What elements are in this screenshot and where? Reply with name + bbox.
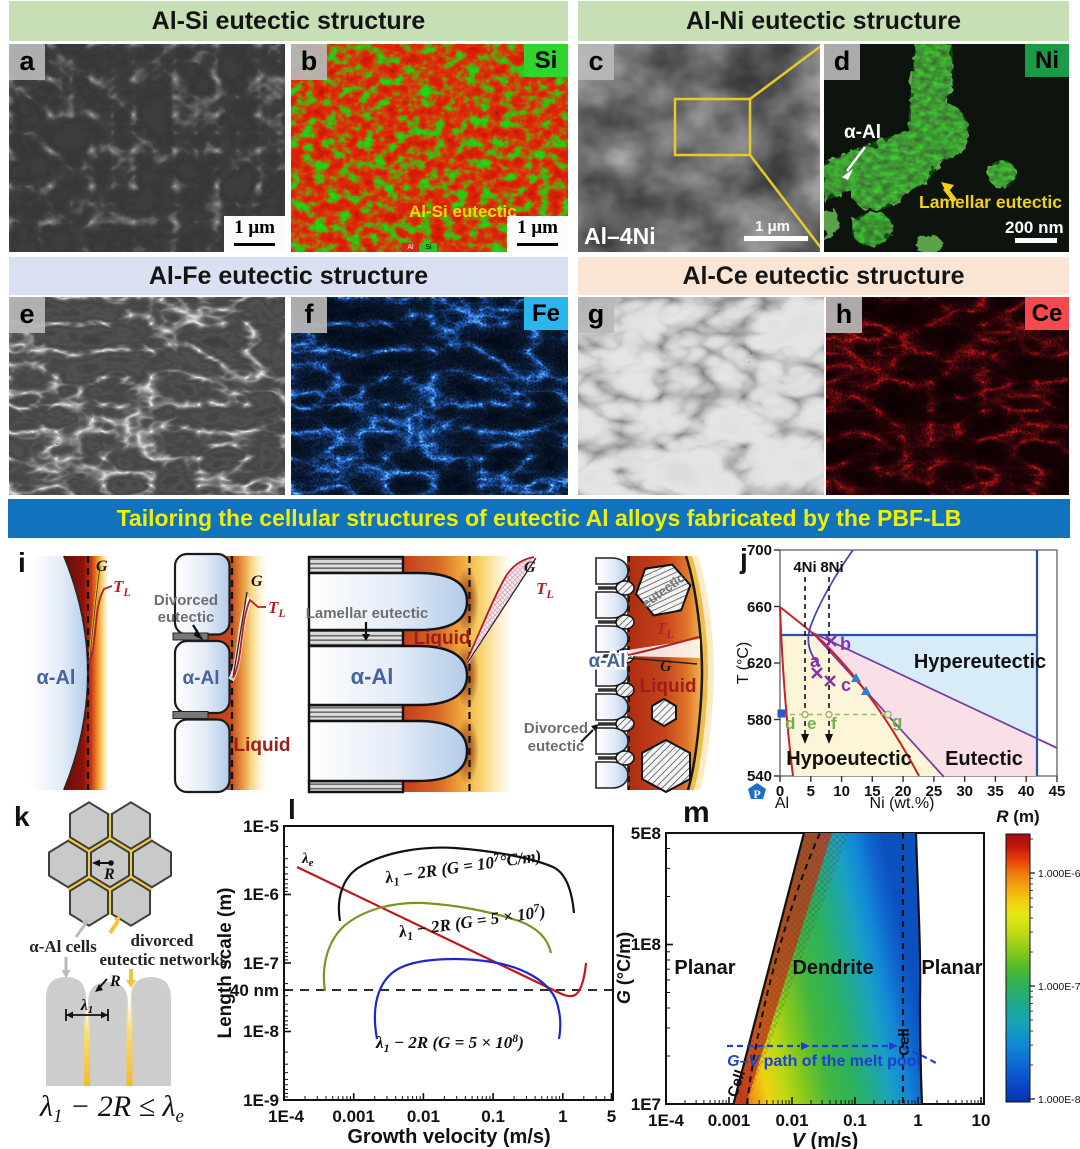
svg-text:20: 20 bbox=[895, 783, 912, 800]
svg-text:0.1: 0.1 bbox=[481, 1107, 505, 1126]
svg-text:f: f bbox=[831, 714, 837, 733]
svg-text:Liquid: Liquid bbox=[640, 676, 697, 697]
svg-text:1: 1 bbox=[913, 1111, 922, 1130]
svg-text:G: G bbox=[524, 559, 536, 576]
svg-text:5E8: 5E8 bbox=[631, 824, 661, 843]
svg-text:0.001: 0.001 bbox=[708, 1111, 751, 1130]
svg-text:0: 0 bbox=[776, 783, 784, 800]
svg-text:1.000E-7: 1.000E-7 bbox=[1038, 981, 1080, 993]
svg-text:30: 30 bbox=[956, 783, 973, 800]
svg-text:TL: TL bbox=[113, 577, 131, 599]
svg-text:j: j bbox=[739, 543, 748, 574]
svg-text:10: 10 bbox=[972, 1111, 991, 1130]
svg-text:λ1 − 2R ≤ λe: λ1 − 2R ≤ λe bbox=[39, 1090, 184, 1127]
svg-text:eutectic: eutectic bbox=[158, 609, 215, 626]
svg-text:G–V path of the melt pool: G–V path of the melt pool bbox=[727, 1053, 921, 1070]
svg-text:TL: TL bbox=[536, 579, 554, 601]
svg-text:eutectic: eutectic bbox=[528, 738, 585, 755]
svg-text:25: 25 bbox=[926, 783, 943, 800]
svg-text:0.001: 0.001 bbox=[332, 1107, 375, 1126]
svg-text:G: G bbox=[660, 658, 672, 675]
svg-text:700: 700 bbox=[747, 542, 772, 559]
svg-text:1E-6: 1E-6 bbox=[243, 885, 279, 904]
svg-text:Cell: Cell bbox=[896, 1028, 913, 1056]
svg-text:Growth velocity (m/s): Growth velocity (m/s) bbox=[347, 1126, 550, 1148]
svg-text:620: 620 bbox=[747, 655, 772, 672]
svg-text:1E7: 1E7 bbox=[631, 1095, 661, 1114]
svg-text:R: R bbox=[103, 866, 115, 883]
svg-text:T (°C): T (°C) bbox=[735, 642, 752, 685]
svg-text:Divorced: Divorced bbox=[154, 592, 218, 609]
svg-text:1E-4: 1E-4 bbox=[268, 1107, 304, 1126]
svg-text:λ1 − 2R (G = 5 × 108): λ1 − 2R (G = 5 × 108) bbox=[375, 1031, 524, 1055]
svg-text:α-Al cells: α-Al cells bbox=[29, 937, 97, 956]
svg-text:1.000E-6: 1.000E-6 bbox=[1038, 868, 1080, 880]
svg-text:1.000E-8: 1.000E-8 bbox=[1038, 1094, 1080, 1106]
svg-text:Lamellar eutectic: Lamellar eutectic bbox=[306, 605, 429, 622]
svg-text:0.01: 0.01 bbox=[775, 1111, 808, 1130]
svg-text:divorced: divorced bbox=[131, 931, 195, 950]
svg-text:α-Al: α-Al bbox=[588, 651, 625, 672]
svg-text:1E-7: 1E-7 bbox=[243, 954, 279, 973]
svg-text:Dendrite: Dendrite bbox=[792, 957, 873, 979]
svg-text:Eutectic: Eutectic bbox=[945, 748, 1023, 770]
svg-text:35: 35 bbox=[987, 783, 1004, 800]
svg-text:b: b bbox=[840, 634, 851, 654]
svg-text:Planar: Planar bbox=[674, 957, 735, 979]
svg-text:0.01: 0.01 bbox=[407, 1107, 440, 1126]
svg-text:10: 10 bbox=[833, 783, 850, 800]
svg-text:Liquid: Liquid bbox=[234, 735, 291, 756]
svg-text:R: R bbox=[109, 973, 121, 990]
svg-text:40 nm: 40 nm bbox=[230, 981, 279, 1000]
svg-text:45: 45 bbox=[1049, 783, 1066, 800]
svg-text:660: 660 bbox=[747, 599, 772, 616]
svg-text:g: g bbox=[892, 712, 902, 731]
svg-text:eutectic networks: eutectic networks bbox=[100, 950, 227, 969]
svg-text:15: 15 bbox=[864, 783, 881, 800]
svg-text:580: 580 bbox=[747, 712, 772, 729]
svg-text:G: G bbox=[96, 558, 108, 575]
svg-text:α-Al: α-Al bbox=[37, 667, 76, 689]
svg-text:α-Al: α-Al bbox=[182, 668, 219, 689]
svg-text:l: l bbox=[288, 794, 296, 825]
svg-text:4Ni: 4Ni bbox=[793, 559, 816, 576]
svg-text:P: P bbox=[753, 787, 760, 801]
svg-text:1E-4: 1E-4 bbox=[648, 1111, 684, 1130]
svg-text:1: 1 bbox=[558, 1107, 567, 1126]
svg-text:k: k bbox=[14, 801, 30, 832]
svg-text:G (°C/m): G (°C/m) bbox=[614, 932, 634, 1004]
svg-text:c: c bbox=[841, 675, 851, 695]
svg-text:m: m bbox=[683, 796, 710, 829]
svg-text:540: 540 bbox=[747, 768, 772, 785]
svg-text:1E-8: 1E-8 bbox=[243, 1022, 279, 1041]
svg-text:Planar: Planar bbox=[921, 957, 982, 979]
svg-text:G: G bbox=[251, 573, 263, 590]
svg-text:Divorced: Divorced bbox=[524, 720, 588, 737]
svg-text:V (m/s): V (m/s) bbox=[792, 1130, 859, 1149]
svg-text:Hypoeutectic: Hypoeutectic bbox=[786, 748, 912, 770]
svg-text:1E8: 1E8 bbox=[631, 935, 661, 954]
svg-text:40: 40 bbox=[1018, 783, 1035, 800]
svg-text:5: 5 bbox=[607, 1107, 616, 1126]
svg-text:0.1: 0.1 bbox=[843, 1111, 867, 1130]
svg-text:TL: TL bbox=[268, 598, 286, 620]
svg-text:R (m): R (m) bbox=[996, 807, 1039, 826]
svg-text:Liquid: Liquid bbox=[414, 628, 471, 649]
svg-text:a: a bbox=[810, 651, 821, 671]
svg-text:Al: Al bbox=[775, 795, 789, 812]
svg-text:1E-9: 1E-9 bbox=[243, 1091, 279, 1110]
svg-text:5: 5 bbox=[807, 783, 815, 800]
svg-text:i: i bbox=[18, 547, 26, 578]
svg-text:e: e bbox=[807, 714, 816, 733]
svg-text:Hypereutectic: Hypereutectic bbox=[914, 651, 1046, 673]
svg-text:d: d bbox=[785, 714, 795, 733]
svg-text:8Ni: 8Ni bbox=[820, 559, 843, 576]
svg-text:1E-5: 1E-5 bbox=[243, 817, 279, 836]
svg-text:Ni (wt.%): Ni (wt.%) bbox=[870, 795, 935, 812]
svg-text:α-Al: α-Al bbox=[351, 664, 394, 689]
svg-text:Length scale (m): Length scale (m) bbox=[215, 888, 236, 1039]
